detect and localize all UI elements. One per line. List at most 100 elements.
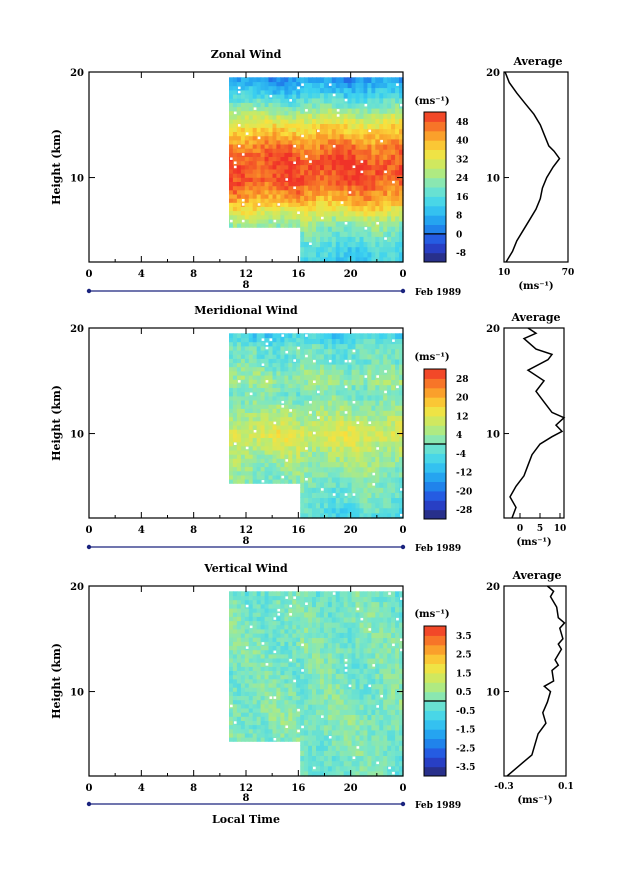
heatmap-cell: [260, 616, 266, 622]
heatmap-cell: [351, 663, 357, 669]
heatmap-cell: [280, 387, 285, 393]
heatmap-cell: [308, 420, 313, 427]
heatmap-cell: [252, 139, 258, 145]
heatmap-cell: [244, 479, 250, 484]
heatmap-cell: [240, 160, 246, 166]
heatmap-cell: [387, 632, 392, 638]
missing-data-gap: [305, 155, 308, 158]
heatmap-cell: [284, 695, 289, 701]
heatmap-cell: [244, 143, 250, 149]
heatmap-cell: [248, 349, 254, 355]
heatmap-cell: [272, 93, 278, 99]
heatmap-cell: [391, 507, 396, 514]
heatmap-cell: [288, 620, 293, 626]
missing-data-gap: [400, 513, 403, 517]
heatmap-cell: [331, 606, 337, 613]
heatmap-cell: [371, 497, 376, 504]
heatmap-cell: [248, 441, 254, 447]
heatmap-cell: [359, 102, 365, 109]
heatmap-cell: [379, 102, 384, 109]
heatmap-cell: [272, 131, 278, 137]
heatmap-cell: [284, 345, 289, 351]
heatmap-cell: [288, 202, 293, 207]
heatmap-cell: [252, 649, 258, 655]
heatmap-cell: [264, 114, 270, 120]
heatmap-cell: [395, 108, 400, 114]
missing-data-gap: [241, 153, 245, 156]
heatmap-cell: [304, 678, 309, 685]
heatmap-cell: [379, 405, 384, 411]
heatmap-cell: [264, 383, 270, 388]
heatmap-cell: [244, 408, 250, 413]
heatmap-cell: [240, 454, 246, 459]
heatmap-cell: [359, 755, 365, 762]
heatmap-cell: [347, 714, 353, 721]
heatmap-cell: [232, 223, 238, 228]
heatmap-cell: [327, 616, 333, 623]
heatmap-cell: [375, 113, 380, 119]
heatmap-cell: [343, 256, 349, 263]
heatmap-cell: [316, 102, 321, 109]
heatmap-cell: [339, 343, 345, 350]
heatmap-cell: [276, 728, 281, 734]
heatmap-cell: [232, 77, 238, 83]
heatmap-cell: [331, 338, 337, 345]
heatmap-cell: [327, 405, 333, 411]
heatmap-cell: [229, 412, 234, 418]
heatmap-cell: [240, 89, 246, 95]
y-axis-label: Height (km): [50, 385, 63, 461]
heatmap-cell: [320, 497, 325, 504]
heatmap-cell: [391, 221, 396, 227]
heatmap-cell: [379, 765, 384, 772]
heatmap-cell: [232, 102, 238, 108]
heatmap-cell: [292, 395, 297, 401]
heatmap-cell: [339, 379, 345, 386]
heatmap-cell: [284, 185, 289, 191]
heatmap-cell: [383, 663, 388, 669]
heatmap-cell: [232, 662, 238, 667]
heatmap-cell: [383, 611, 388, 618]
heatmap-cell: [268, 674, 274, 680]
heatmap-cell: [363, 251, 369, 258]
heatmap-cell: [284, 408, 289, 413]
heatmap-cell: [260, 218, 266, 224]
average-y-tick-label: 10: [486, 430, 500, 441]
heatmap-cell: [343, 446, 349, 452]
heatmap-cell: [375, 405, 380, 411]
heatmap-cell: [347, 663, 353, 669]
heatmap-cell: [331, 596, 337, 603]
heatmap-cell: [339, 364, 345, 370]
heatmap-cell: [395, 190, 400, 196]
heatmap-cell: [383, 97, 388, 104]
heatmap-cell: [363, 87, 369, 94]
heatmap-cell: [268, 470, 274, 476]
missing-data-gap: [269, 338, 273, 341]
heatmap-cell: [323, 87, 329, 94]
heatmap-cell: [276, 193, 281, 199]
missing-data-gap: [340, 201, 344, 204]
heatmap-cell: [248, 374, 254, 380]
heatmap-cell: [240, 607, 246, 613]
heatmap-cell: [264, 93, 270, 99]
heatmap-cell: [320, 400, 325, 406]
heatmap-cell: [359, 405, 365, 411]
heatmap-cell: [387, 410, 392, 416]
heatmap-cell: [351, 221, 357, 227]
heatmap-cell: [323, 246, 329, 253]
heatmap-cell: [359, 601, 365, 608]
missing-data-gap: [273, 421, 277, 425]
heatmap-cell: [300, 394, 305, 401]
heatmap-cell: [375, 699, 380, 705]
heatmap-cell: [323, 400, 329, 406]
heatmap-cell: [312, 596, 317, 603]
heatmap-cell: [327, 709, 333, 715]
heatmap-cell: [240, 85, 246, 91]
heatmap-cell: [395, 241, 400, 248]
heatmap-cell: [391, 714, 396, 721]
heatmap-cell: [260, 143, 266, 149]
heatmap-cell: [387, 215, 392, 222]
heatmap-cell: [300, 750, 305, 756]
heatmap-cell: [264, 624, 270, 630]
heatmap-cell: [327, 364, 333, 370]
